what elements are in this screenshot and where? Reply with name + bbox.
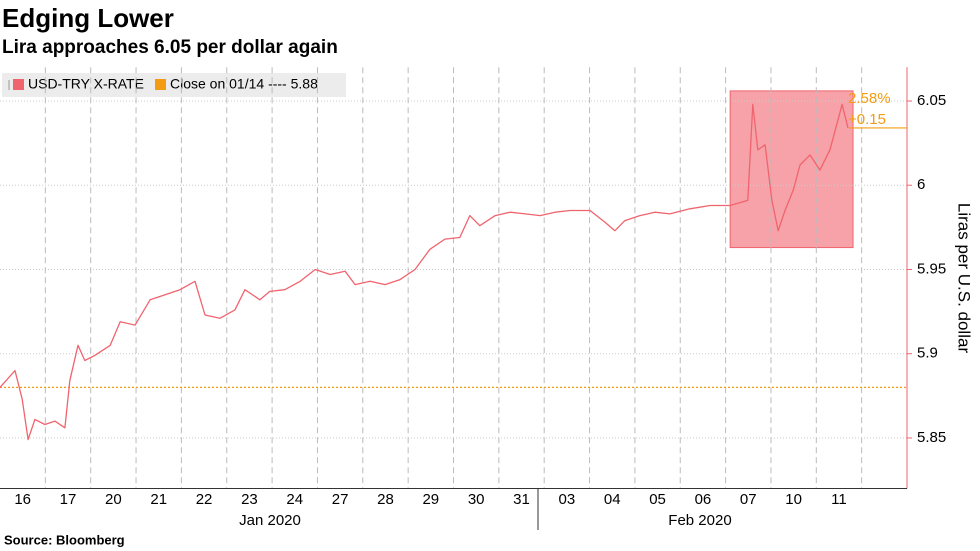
x-group-label: Jan 2020 bbox=[239, 512, 301, 529]
series-line bbox=[0, 103, 849, 441]
chart-title: Edging Lower bbox=[2, 3, 174, 33]
x-tick-label: 27 bbox=[332, 491, 349, 508]
x-tick-label: 10 bbox=[785, 491, 802, 508]
x-tick-label: 20 bbox=[105, 491, 122, 508]
x-tick-label: 05 bbox=[649, 491, 666, 508]
legend-box bbox=[2, 73, 346, 97]
y-axis-label: Liras per U.S. dollar bbox=[955, 203, 974, 354]
x-tick-label: 11 bbox=[831, 491, 847, 508]
y-tick-label: 5.9 bbox=[917, 345, 938, 362]
x-tick-label: 22 bbox=[196, 491, 213, 508]
x-tick-label: 21 bbox=[150, 491, 167, 508]
x-tick-label: 29 bbox=[422, 491, 439, 508]
x-tick-label: 06 bbox=[695, 491, 712, 508]
x-tick-label: 30 bbox=[468, 491, 485, 508]
legend-swatch bbox=[155, 79, 166, 90]
x-tick-label: 03 bbox=[559, 491, 576, 508]
source: Source: Bloomberg bbox=[4, 532, 125, 547]
highlight-box bbox=[729, 90, 854, 249]
legend-label: USD-TRY X-RATE bbox=[28, 76, 144, 92]
x-group-label: Feb 2020 bbox=[668, 512, 731, 529]
x-tick-label: 07 bbox=[740, 491, 757, 508]
x-tick-label: 16 bbox=[14, 491, 31, 508]
x-tick-label: 28 bbox=[377, 491, 394, 508]
y-tick-label: 5.95 bbox=[917, 260, 946, 277]
change-label: 2.58% bbox=[848, 90, 891, 107]
legend-label: Close on 01/14 ---- 5.88 bbox=[170, 76, 318, 92]
chart-subtitle: Lira approaches 6.05 per dollar again bbox=[2, 37, 338, 58]
legend: USD-TRY X-RATE Close on 01/14 ---- 5.88 bbox=[2, 73, 346, 97]
y-tick-label: 6.05 bbox=[917, 92, 946, 109]
y-tick-label: 6 bbox=[917, 176, 925, 193]
x-tick-label: 04 bbox=[604, 491, 621, 508]
legend-swatch bbox=[13, 79, 24, 90]
x-tick-label: 31 bbox=[513, 491, 530, 508]
x-tick-label: 23 bbox=[241, 491, 258, 508]
x-tick-label: 17 bbox=[60, 491, 77, 508]
y-tick-label: 5.85 bbox=[917, 429, 946, 446]
change-label: +0.15 bbox=[848, 111, 886, 128]
x-tick-label: 24 bbox=[286, 491, 303, 508]
